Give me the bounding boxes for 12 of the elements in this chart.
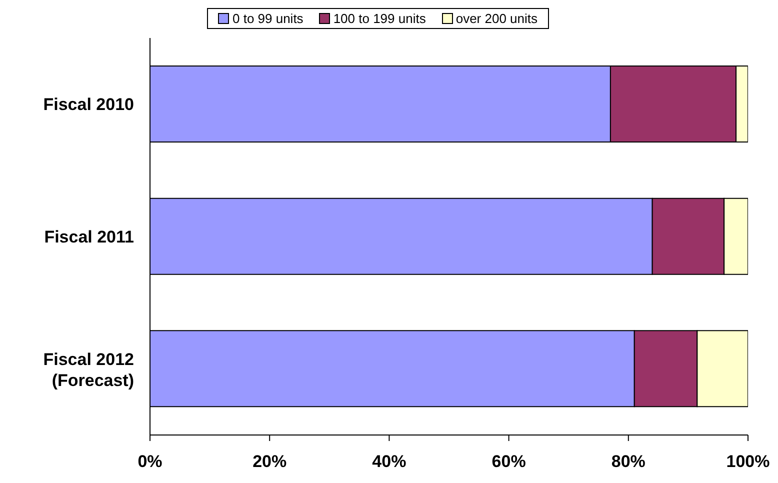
x-tick-label: 40% (372, 452, 406, 472)
x-tick-label: 20% (252, 452, 287, 472)
x-tick-label: 100% (726, 452, 770, 472)
legend-label: 0 to 99 units (231, 11, 304, 26)
y-tick-label: Fiscal 2012 (Forecast) (43, 350, 134, 390)
legend-label: 100 to 199 units (332, 11, 426, 26)
y-tick-label: Fiscal 2010 (43, 95, 134, 114)
x-tick-label: 0% (138, 452, 162, 472)
x-tick-label: 60% (492, 452, 526, 472)
legend-label: over 200 units (454, 11, 538, 26)
x-tick-label: 80% (611, 452, 646, 472)
y-tick-label: Fiscal 2011 (44, 228, 134, 246)
